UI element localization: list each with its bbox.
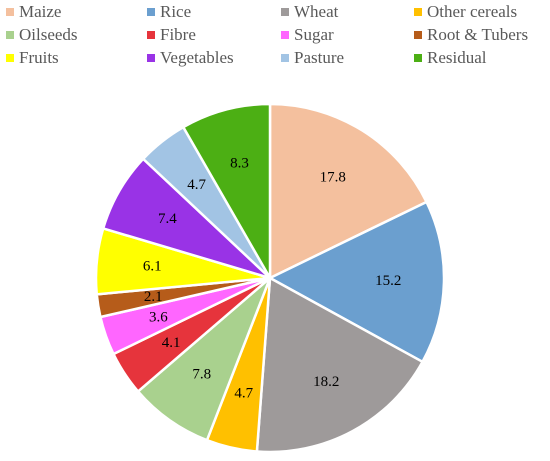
legend-item-fibre: Fibre [147,25,196,44]
legend-swatch [6,54,14,62]
legend-swatch [414,31,422,39]
legend-item-rice: Rice [147,2,191,21]
legend-label: Residual [427,48,487,67]
data-label-oilseeds: 7.8 [192,367,211,383]
data-labels: 17.8 15.2 18.2 4.7 7.8 4.1 3.6 2.1 6.1 7.4 4.7 8.3 [143,156,402,402]
legend-swatch [281,54,289,62]
legend-item-residual: Residual [414,48,487,67]
legend-item-sugar: Sugar [281,25,334,44]
legend-swatch [414,8,422,16]
pie-slices [94,102,446,454]
data-label-vegetables: 7.4 [158,211,177,227]
legend-label: Sugar [294,25,334,44]
slice-residual [182,102,272,280]
data-label-fruits: 6.1 [143,259,162,275]
legend-label: Fibre [160,25,196,44]
legend-label: Oilseeds [19,25,78,44]
legend-label: Root & Tubers [427,25,528,44]
legend-label: Vegetables [160,48,234,67]
data-label-rice: 15.2 [375,273,401,289]
legend-item-fruits: Fruits [6,48,59,67]
data-label-root-tubers: 2.1 [144,289,163,305]
legend-item-vegetables: Vegetables [147,48,234,67]
legend-item-wheat: Wheat [281,2,339,21]
data-label-wheat: 18.2 [313,374,339,390]
data-label-maize: 17.8 [320,170,346,186]
legend-swatch [281,8,289,16]
legend-label: Maize [19,2,61,21]
legend-swatch [147,31,155,39]
slice-maize [268,102,428,280]
legend-item-oilseeds: Oilseeds [6,25,78,44]
legend-item-root-tubers: Root & Tubers [414,25,528,44]
legend-swatch [6,8,14,16]
legend-swatch [281,31,289,39]
legend-item-pasture: Pasture [281,48,344,67]
legend-item-maize: Maize [6,2,61,21]
data-label-residual: 8.3 [230,156,249,172]
legend-swatch [414,54,422,62]
legend-swatch [147,8,155,16]
legend-label: Rice [160,2,191,21]
legend: Maize Rice Wheat Other cereals Oilseeds Fibre… [6,2,528,67]
data-label-pasture: 4.7 [187,177,206,193]
legend-label: Wheat [294,2,339,21]
data-label-sugar: 3.6 [149,309,168,325]
legend-label: Fruits [19,48,59,67]
legend-swatch [6,31,14,39]
slice-rice [268,200,446,364]
legend-swatch [147,54,155,62]
legend-label: Other cereals [427,2,517,21]
data-label-other-cereals: 4.7 [234,385,253,401]
data-label-fibre: 4.1 [162,335,181,351]
legend-item-other-cereals: Other cereals [414,2,517,21]
slice-wheat [255,276,424,454]
legend-label: Pasture [294,48,344,67]
